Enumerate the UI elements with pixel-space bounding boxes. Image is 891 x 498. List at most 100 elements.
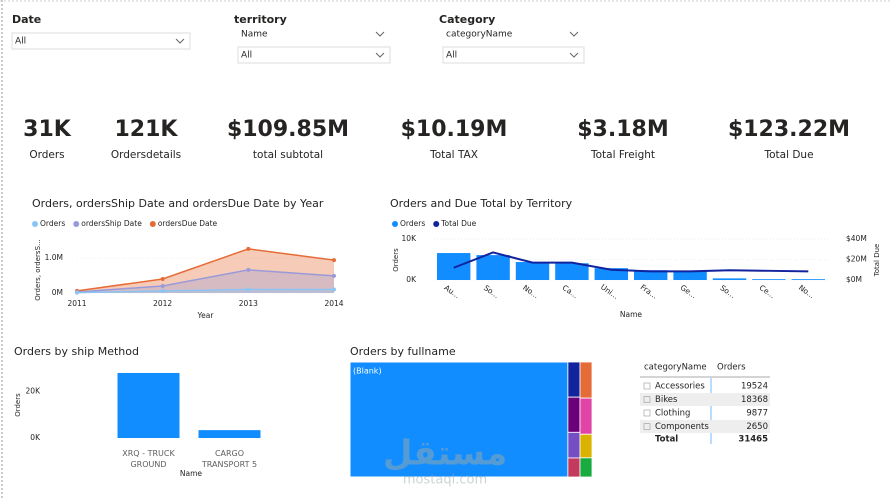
x-tick-label: Fra... [639,283,659,301]
kpi-label: Total TAX [429,149,478,161]
x-tick-label: CARGO TRANSPORT 5 [201,449,258,469]
kpi-value: $123.22M [728,117,850,142]
x-tick-label: Ca... [561,283,580,300]
bar [198,430,261,438]
point [246,287,251,292]
x-tick-label: 2013 [239,299,258,308]
point [160,288,165,293]
expand-icon[interactable] [643,423,651,430]
table-cell: 2650 [746,422,768,432]
dropdown-value: All [446,51,457,61]
table-header: Orders [717,363,746,373]
table-cell: 19524 [741,382,768,392]
treemap-tile [567,361,581,398]
x-tick-label: So... [482,283,501,300]
dropdown-value: Name [241,30,268,40]
bar [594,268,628,280]
point [246,246,251,251]
chevron [375,31,385,37]
area [77,289,334,293]
dropdown[interactable] [237,46,391,64]
dropdown[interactable] [442,46,585,64]
y-axis-title: Orders [14,393,22,417]
table-total: 31465 [738,435,768,445]
y-tick-label: 0K [406,275,417,284]
point [160,284,165,288]
table-cell: Components [655,422,709,432]
bar [515,262,550,280]
legend-marker [32,221,38,227]
kpi-value: $10.19M [401,117,508,142]
chart-title: Orders, ordersShip Date and ordersDue Da… [32,197,324,210]
point [332,273,336,278]
x-axis-title: Year [197,311,215,320]
expand-icon[interactable] [643,396,651,403]
y2-axis-title: Total Due [873,244,881,278]
chart-title: Orders by fullname [350,345,456,358]
y-tick-label: 20K [26,387,42,396]
table-cell: 18368 [741,395,768,405]
treemap-tile [579,433,593,459]
row-band [640,420,770,433]
chevron [569,52,579,58]
legend-marker [73,221,80,227]
expand-icon[interactable] [643,409,651,417]
chevron [375,52,385,58]
point [246,267,251,272]
expand-icon[interactable] [643,382,651,390]
bar [634,270,668,280]
bar [555,263,589,280]
x-tick-label: 2014 [324,299,343,308]
x-tick-label: Ce... [758,283,777,300]
line [76,269,335,293]
chart-title: Orders by ship Method [14,345,139,358]
treemap-tile [567,396,581,433]
y2-tick-label: $20M [846,255,867,264]
bar [791,279,825,280]
filter-label: territory [234,13,287,26]
filter-label: Category [439,13,495,26]
y2-tick-label: $0M [846,275,862,284]
x-tick-label: So... [718,283,737,300]
dropdown-value: categoryName [446,30,513,40]
legend-label: ordersDue Date [158,219,218,228]
treemap-tile [579,361,593,399]
legend-marker [149,221,156,227]
legend-label: Orders [400,219,425,228]
table-cell: 9877 [746,409,768,419]
chart-title: Orders and Due Total by Territory [390,197,573,210]
table-cell: Clothing [655,409,690,419]
x-tick-label: XRQ - TRUCK GROUND [122,449,175,469]
y-tick-label: 1.0M [45,253,63,262]
kpi-value: 121K [115,117,179,142]
legend-marker [433,221,440,227]
legend-label: ordersShip Date [81,219,142,228]
kpi-label: Orders [29,149,64,161]
dropdown[interactable] [11,32,191,50]
treemap-tile [567,457,581,478]
filter-label: Date [12,13,41,26]
y2-tick-label: $40M [846,234,867,243]
x-tick-label: No... [797,283,816,300]
point [75,290,79,295]
table-total: Total [655,435,678,445]
table-cell: Accessories [655,382,705,392]
y-tick-label: 10K [402,234,418,243]
line [76,248,335,292]
treemap-tile [579,457,593,478]
bar [673,271,707,280]
table-cell: Bikes [655,395,678,405]
area [77,269,334,293]
dropdown-value: All [241,51,252,61]
x-tick-label: No... [521,283,540,300]
point [160,277,165,281]
x-tick-label: Ge... [679,283,699,300]
chevron [175,38,185,44]
kpi-label: total subtotal [253,149,323,161]
y-axis-title: Orders [392,248,400,272]
x-tick-label: Uni... [599,282,620,301]
tile-label: (Blank) [353,367,382,376]
x-tick-label: 2012 [153,299,172,308]
